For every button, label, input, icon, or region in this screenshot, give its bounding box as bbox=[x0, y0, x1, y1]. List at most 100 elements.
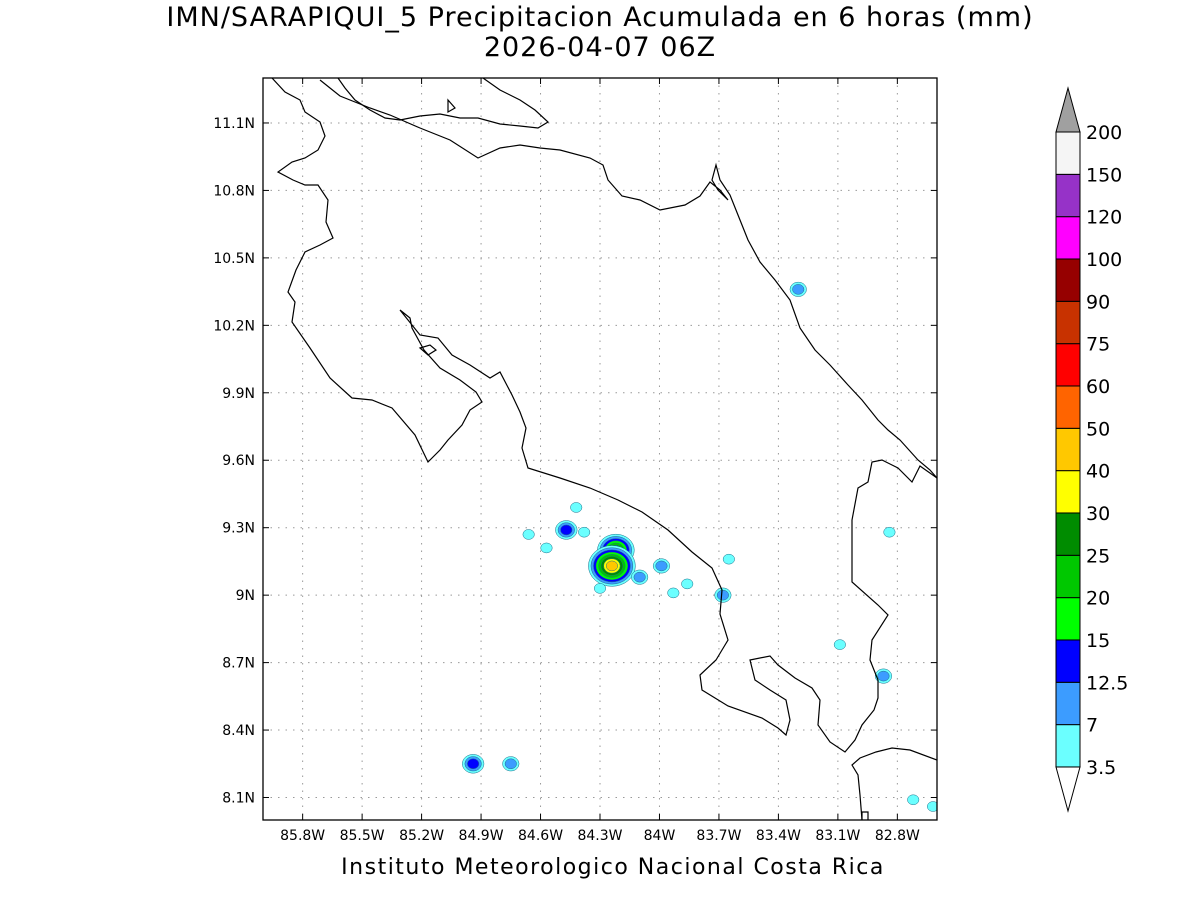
colorbar-swatch bbox=[1055, 300, 1081, 345]
colorbar-swatch bbox=[1055, 258, 1081, 302]
x-tick-label: 83.4W bbox=[756, 828, 801, 844]
colorbar-swatch bbox=[1055, 131, 1081, 175]
precip-cell bbox=[555, 520, 578, 540]
colorbar-swatch bbox=[1055, 597, 1081, 641]
precip-cell bbox=[907, 794, 920, 806]
precip-contour bbox=[877, 670, 890, 682]
precip-cell bbox=[833, 639, 846, 650]
x-tick-label: 84.9W bbox=[459, 828, 504, 844]
precip-cell bbox=[722, 553, 735, 565]
precip-contour bbox=[716, 589, 729, 601]
colorbar-label: 7 bbox=[1086, 715, 1098, 737]
x-tick-label: 84.6W bbox=[518, 828, 563, 844]
lake-nicaragua-shore bbox=[337, 78, 549, 129]
y-tick-label: 9N bbox=[236, 588, 255, 604]
precip-cell bbox=[874, 668, 893, 684]
precip-cell bbox=[502, 756, 520, 772]
precip-contour bbox=[570, 502, 583, 513]
colorbar-swatch bbox=[1055, 427, 1081, 472]
precip-contour bbox=[833, 639, 846, 650]
y-axis-ticks: 11.1N 10.8N 10.5N 10.2N 9.9N 9.6N 9.3N 9N 8.7N 8.… bbox=[213, 116, 937, 807]
colorbar-low-arrow bbox=[1055, 766, 1081, 813]
precip-contour bbox=[907, 794, 920, 806]
colorbar-label: 12.5 bbox=[1086, 672, 1128, 694]
precip-cell bbox=[667, 587, 680, 599]
x-tick-label: 85.2W bbox=[399, 828, 444, 844]
precip-cell bbox=[927, 801, 937, 812]
y-tick-label: 10.8N bbox=[213, 183, 255, 199]
precip-cell bbox=[883, 526, 896, 538]
colorbar-high-arrow bbox=[1055, 86, 1081, 133]
y-tick-label: 9.9N bbox=[222, 386, 255, 402]
y-tick-label: 11.1N bbox=[213, 116, 255, 132]
colorbar-label: 100 bbox=[1086, 249, 1122, 271]
x-tick-label: 85.8W bbox=[280, 828, 325, 844]
island bbox=[447, 98, 456, 114]
y-tick-label: 8.4N bbox=[222, 723, 255, 739]
precip-cell bbox=[578, 526, 591, 538]
chart-subtitle-datetime: 2026-04-07 06Z bbox=[483, 32, 717, 63]
y-tick-label: 9.3N bbox=[222, 521, 255, 537]
colorbar-label: 30 bbox=[1086, 503, 1110, 525]
colorbar-label: 200 bbox=[1086, 122, 1122, 144]
colorbar-swatch bbox=[1055, 639, 1081, 683]
footer-credit: Instituto Meteorologico Nacional Costa R… bbox=[341, 855, 885, 880]
colorbar-label: 90 bbox=[1086, 291, 1110, 313]
precip-contour bbox=[560, 524, 573, 536]
nicoya-lake bbox=[418, 344, 438, 356]
colorbar-label: 150 bbox=[1086, 164, 1122, 186]
x-tick-label: 83.1W bbox=[815, 828, 860, 844]
precip-cell bbox=[570, 502, 583, 513]
precip-cell bbox=[652, 558, 670, 574]
precip-contour bbox=[667, 587, 680, 599]
x-tick-label: 83.7W bbox=[696, 828, 741, 844]
colorbar-swatch bbox=[1055, 385, 1081, 429]
precip-contour bbox=[594, 583, 606, 594]
colorbar: 3.5 7 12.5 15 20 25 30 40 50 60 75 90 100 120 150 200 bbox=[1055, 86, 1128, 813]
x-tick-label: 82.8W bbox=[875, 828, 920, 844]
colorbar-label: 25 bbox=[1086, 545, 1110, 567]
precip-contour bbox=[927, 801, 937, 812]
colorbar-swatch bbox=[1055, 554, 1081, 599]
colorbar-swatch bbox=[1055, 724, 1081, 768]
colorbar-label: 40 bbox=[1086, 461, 1110, 483]
precip-cell bbox=[789, 281, 807, 297]
border-line bbox=[861, 811, 869, 820]
grid-lines bbox=[263, 78, 937, 820]
colorbar-label: 50 bbox=[1086, 418, 1110, 440]
colorbar-label: 120 bbox=[1086, 207, 1122, 229]
precip-contour bbox=[578, 526, 591, 538]
precip-contour bbox=[681, 578, 694, 590]
pacific-coastline bbox=[271, 78, 937, 753]
chart-title: IMN/SARAPIQUI_5 Precipitacion Acumulada … bbox=[166, 2, 1034, 33]
colorbar-swatch bbox=[1055, 512, 1081, 556]
precip-contour bbox=[633, 571, 646, 583]
y-tick-label: 10.2N bbox=[213, 318, 255, 334]
precip-cell bbox=[540, 542, 553, 554]
x-tick-label: 85.5W bbox=[340, 828, 385, 844]
colorbar-label: 60 bbox=[1086, 376, 1110, 398]
colorbar-swatch bbox=[1055, 470, 1081, 514]
precipitation-field bbox=[462, 281, 937, 812]
x-axis-ticks: 85.8W 85.5W 85.2W 84.9W 84.6W 84.3W 84W 83.7W 83… bbox=[280, 78, 920, 844]
x-tick-label: 84W bbox=[644, 828, 676, 844]
precip-cell bbox=[631, 569, 649, 585]
x-tick-label: 84.3W bbox=[577, 828, 622, 844]
colorbar-label: 3.5 bbox=[1086, 757, 1116, 779]
coastline bbox=[271, 78, 937, 820]
precip-cell bbox=[462, 754, 485, 774]
precip-cell bbox=[522, 529, 535, 540]
precip-contour bbox=[883, 526, 896, 538]
colorbar-swatch bbox=[1055, 343, 1081, 387]
y-tick-label: 8.1N bbox=[222, 791, 255, 807]
precip-contour bbox=[792, 284, 805, 295]
colorbar-swatch bbox=[1055, 216, 1081, 260]
precip-contour bbox=[467, 758, 480, 770]
colorbar-label: 20 bbox=[1086, 588, 1110, 610]
precip-cell bbox=[588, 545, 636, 587]
panama-coast bbox=[851, 747, 937, 820]
precip-contour bbox=[655, 560, 668, 572]
precip-cell bbox=[594, 583, 606, 594]
precip-contour bbox=[540, 542, 553, 554]
